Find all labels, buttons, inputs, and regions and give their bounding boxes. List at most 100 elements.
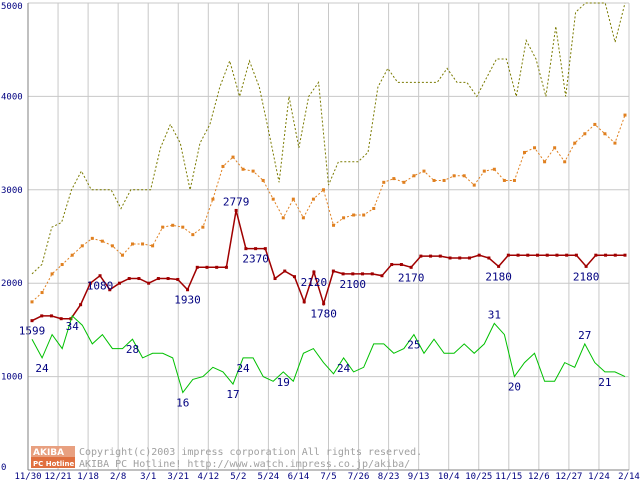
x-tick-label: 4/12 [197, 472, 219, 480]
series-marker-middle [186, 288, 190, 292]
series-marker-upper [311, 197, 315, 201]
data-label: 24 [236, 362, 250, 375]
series-marker-middle [594, 253, 598, 257]
data-label: 2370 [242, 253, 269, 266]
series-marker-middle [244, 247, 248, 251]
series-marker-middle [108, 288, 112, 292]
series-marker-middle [555, 253, 559, 257]
series-marker-upper [60, 263, 64, 267]
series-marker-middle [292, 275, 296, 279]
series-marker-middle [79, 303, 83, 307]
series-marker-upper [462, 174, 466, 178]
data-label: 2779 [223, 195, 250, 208]
data-label: 34 [66, 320, 80, 333]
series-marker-upper [90, 236, 94, 240]
data-label: 2170 [398, 271, 425, 284]
series-marker-upper [422, 169, 426, 173]
series-marker-upper [211, 197, 215, 201]
data-label: 1930 [174, 294, 201, 307]
x-tick-label: 1/24 [588, 472, 610, 480]
series-marker-middle [409, 265, 413, 269]
data-label: 2180 [485, 270, 512, 283]
series-marker-middle [419, 254, 423, 258]
series-marker-middle [497, 264, 501, 268]
grid [27, 2, 630, 471]
series-marker-upper [452, 174, 456, 178]
series-marker-middle [565, 253, 569, 257]
series-marker-middle [613, 253, 617, 257]
series-marker-middle [254, 247, 258, 251]
series-marker-middle [195, 265, 199, 269]
x-tick-label: 7/26 [348, 472, 370, 480]
series-marker-upper [131, 242, 135, 246]
y-tick-label: 1000 [1, 373, 23, 383]
data-label: 16 [176, 396, 189, 409]
series-marker-upper [70, 253, 74, 257]
data-label: 27 [578, 329, 591, 342]
series-marker-upper [522, 150, 526, 154]
x-tick-label: 6/14 [288, 472, 310, 480]
series-marker-upper [110, 244, 114, 248]
series-marker-upper [593, 122, 597, 126]
series-marker-middle [302, 300, 306, 304]
x-tick-label: 3/1 [140, 472, 156, 480]
x-tick-label: 12/21 [45, 472, 72, 480]
x-tick-label: 5/2 [230, 472, 246, 480]
series-marker-middle [448, 256, 452, 260]
series-marker-middle [438, 254, 442, 258]
series-marker-upper [412, 174, 416, 178]
series-line-top [31, 2, 626, 275]
series-marker-upper [442, 178, 446, 182]
series-marker-middle [361, 272, 365, 276]
series-marker-upper [201, 225, 205, 229]
series-marker-upper [321, 188, 325, 192]
data-label: 24 [35, 362, 49, 375]
series-marker-middle [341, 272, 345, 276]
series-marker-upper [40, 291, 44, 295]
akiba-logo-bottom [31, 457, 75, 468]
x-tick-label: 1/18 [77, 472, 99, 480]
series-marker-middle [536, 253, 540, 257]
series-marker-middle [49, 314, 53, 318]
series-marker-middle [477, 253, 481, 257]
x-tick-label: 3/21 [167, 472, 189, 480]
series-marker-upper [221, 164, 225, 168]
series-marker-upper [191, 233, 195, 237]
series-marker-upper [492, 167, 496, 171]
series-marker-middle [429, 254, 433, 258]
x-tick-label: 8/23 [378, 472, 400, 480]
x-tick-label: 7/5 [320, 472, 336, 480]
series-marker-middle [545, 253, 549, 257]
series-marker-upper [472, 183, 476, 187]
x-tick-label: 11/15 [495, 472, 522, 480]
series-marker-upper [352, 213, 356, 217]
series-marker-middle [263, 247, 267, 251]
series-marker-upper [141, 242, 145, 246]
x-tick-label: 9/13 [408, 472, 430, 480]
series-marker-upper [241, 167, 245, 171]
series-marker-middle [467, 256, 471, 260]
series-marker-upper [553, 146, 557, 150]
series-marker-middle [526, 253, 530, 257]
data-label: 20 [508, 381, 521, 394]
x-tick-label: 12/27 [555, 472, 582, 480]
series-marker-upper [583, 132, 587, 136]
data-label: 1780 [310, 308, 337, 321]
series-marker-middle [390, 263, 394, 267]
x-tick-label: 11/30 [14, 472, 41, 480]
series-marker-middle [40, 314, 44, 318]
series-marker-middle [166, 277, 170, 281]
series-marker-upper [533, 146, 537, 150]
y-tick-label: 4000 [1, 92, 23, 102]
series-marker-upper [161, 225, 165, 229]
series-marker-middle [331, 269, 335, 273]
site-url-text: AKIBA PC Hotline! http://www.watch.impre… [79, 459, 410, 470]
series-marker-middle [59, 317, 63, 321]
data-label: 2120 [301, 276, 328, 289]
series-marker-middle [283, 269, 287, 273]
x-tick-label: 10/25 [465, 472, 492, 480]
data-label: 19 [277, 376, 290, 389]
